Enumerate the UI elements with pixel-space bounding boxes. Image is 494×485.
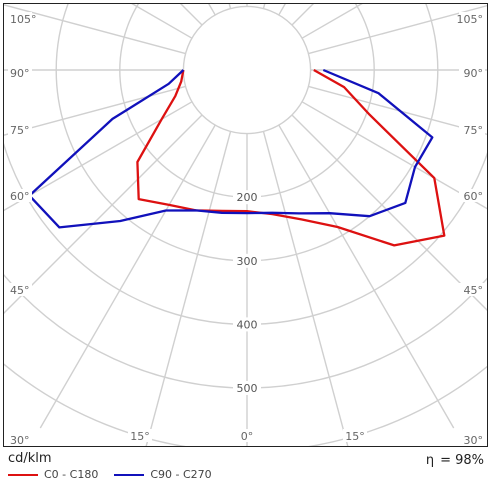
efficiency-equals: = bbox=[440, 453, 456, 468]
efficiency-symbol: η bbox=[425, 453, 435, 468]
angle-label-right-0: 105° bbox=[457, 13, 484, 26]
angle-label-bg-bottom-2 bbox=[235, 429, 259, 442]
angle-label-left-2: 75° bbox=[10, 124, 30, 137]
unit-label: cd/klm bbox=[8, 451, 52, 466]
angle-label-right-1: 90° bbox=[464, 67, 484, 80]
angle-label-bg-left-0 bbox=[8, 12, 32, 25]
grid-spoke-30 bbox=[278, 124, 455, 429]
angle-label-bg-left-2 bbox=[8, 123, 32, 136]
angle-label-left-3: 60° bbox=[10, 190, 30, 203]
angle-label-bg-left-5 bbox=[8, 433, 32, 446]
polar-plot: 200 300 400 500 105° 90° 75° 60° 45° 30° 105° 90° 75… bbox=[4, 4, 487, 447]
efficiency-value: 98% bbox=[455, 453, 484, 468]
angle-label-right-3: 60° bbox=[464, 190, 484, 203]
radial-label-300: 300 bbox=[237, 255, 258, 268]
legend-item-c90-c270: C90 - C270 bbox=[114, 468, 212, 481]
efficiency-readout: η = 98% bbox=[426, 453, 484, 468]
grid-spoke--60 bbox=[4, 101, 193, 212]
intensity-curves bbox=[28, 68, 446, 247]
angle-label-bg-right-0 bbox=[459, 12, 485, 25]
radial-label-400: 400 bbox=[237, 318, 258, 331]
legend: C0 - C180 C90 - C270 bbox=[8, 468, 228, 481]
grid-spoke-105 bbox=[308, 4, 487, 55]
grid-spoke-60 bbox=[301, 101, 487, 210]
angle-label-right-2: 75° bbox=[464, 124, 484, 137]
grid-spoke--15 bbox=[145, 131, 232, 446]
angle-label-bottom-1: 15° bbox=[130, 430, 150, 443]
legend-label-c0-c180: C0 - C180 bbox=[44, 468, 99, 481]
radial-label-bg-200 bbox=[233, 190, 261, 205]
angle-label-left-0: 105° bbox=[10, 13, 37, 26]
grid-spoke--30 bbox=[39, 124, 216, 429]
legend-label-c90-c270: C90 - C270 bbox=[150, 468, 212, 481]
legend-swatch-c90-c270 bbox=[114, 473, 145, 476]
angle-label-bg-right-5 bbox=[459, 433, 485, 446]
chart-frame: 200 300 400 500 105° 90° 75° 60° 45° 30° 105° 90° 75… bbox=[3, 3, 488, 447]
angle-label-bg-right-4 bbox=[459, 283, 485, 296]
angle-label-bg-left-4 bbox=[8, 283, 32, 296]
radial-label-500: 500 bbox=[237, 382, 258, 395]
angle-label-bg-bottom-3 bbox=[343, 429, 367, 442]
grid-spoke--45 bbox=[4, 114, 203, 314]
angle-label-bg-right-2 bbox=[459, 123, 485, 136]
angle-label-bottom-2: 0° bbox=[241, 430, 254, 443]
angle-label-bg-left-3 bbox=[8, 189, 32, 202]
axis-labels: 200 300 400 500 105° 90° 75° 60° 45° 30° 105° 90° 75… bbox=[8, 12, 485, 447]
radial-label-bg-300 bbox=[233, 253, 261, 268]
radial-label-200: 200 bbox=[237, 191, 258, 204]
angle-label-bg-right-1 bbox=[459, 66, 485, 79]
grid-spoke-120 bbox=[301, 4, 363, 39]
angle-label-left-5: 30° bbox=[10, 434, 30, 447]
grid-spoke--105 bbox=[4, 4, 186, 55]
legend-swatch-c0-c180 bbox=[8, 473, 38, 476]
angle-label-right-4: 45° bbox=[464, 284, 484, 297]
grid-circle-100 bbox=[182, 5, 312, 135]
radial-label-bg-400 bbox=[233, 317, 261, 332]
angle-label-bg-left-1 bbox=[8, 66, 32, 79]
angle-label-bg-right-3 bbox=[459, 189, 485, 202]
chart-footer: cd/klm C0 - C180 C90 - C270 η = 98% bbox=[0, 448, 494, 485]
angle-label-bg-bottom-1 bbox=[128, 429, 152, 442]
grid-spoke--120 bbox=[131, 4, 193, 39]
series-curve-0 bbox=[136, 68, 446, 247]
angle-label-left-4: 45° bbox=[10, 284, 30, 297]
angle-label-bottom-3: 15° bbox=[345, 430, 365, 443]
legend-item-c0-c180: C0 - C180 bbox=[8, 468, 98, 481]
angle-label-left-1: 90° bbox=[10, 67, 30, 80]
angle-label-right-5: 30° bbox=[464, 434, 484, 447]
grid-spoke-45 bbox=[291, 114, 487, 311]
grid-spoke-15 bbox=[262, 131, 349, 446]
radial-label-bg-500 bbox=[233, 381, 261, 395]
